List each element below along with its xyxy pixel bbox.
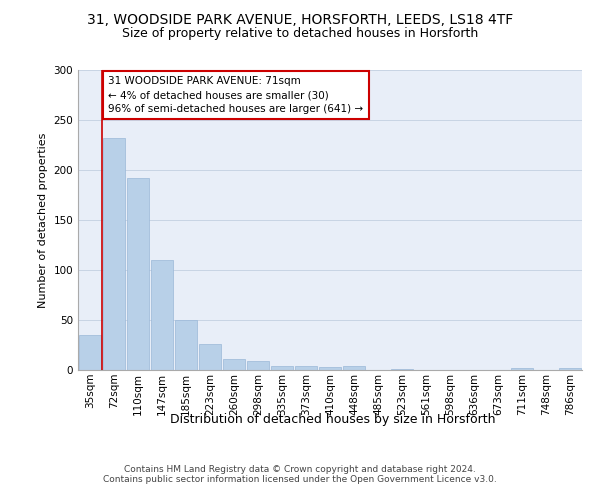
Bar [295, 366, 317, 370]
Bar [175, 320, 197, 370]
Bar [79, 335, 101, 370]
Bar [511, 368, 533, 370]
Bar [319, 367, 341, 370]
Text: 31, WOODSIDE PARK AVENUE, HORSFORTH, LEEDS, LS18 4TF: 31, WOODSIDE PARK AVENUE, HORSFORTH, LEE… [87, 12, 513, 26]
Y-axis label: Number of detached properties: Number of detached properties [38, 132, 48, 308]
Bar [391, 369, 413, 370]
Text: Size of property relative to detached houses in Horsforth: Size of property relative to detached ho… [122, 28, 478, 40]
Bar [271, 366, 293, 370]
Text: Distribution of detached houses by size in Horsforth: Distribution of detached houses by size … [170, 412, 496, 426]
Bar [103, 138, 125, 370]
Text: Contains HM Land Registry data © Crown copyright and database right 2024.
Contai: Contains HM Land Registry data © Crown c… [103, 465, 497, 484]
Bar [127, 178, 149, 370]
Bar [343, 366, 365, 370]
Bar [247, 361, 269, 370]
Bar [199, 344, 221, 370]
Text: 31 WOODSIDE PARK AVENUE: 71sqm
← 4% of detached houses are smaller (30)
96% of s: 31 WOODSIDE PARK AVENUE: 71sqm ← 4% of d… [108, 76, 364, 114]
Bar [559, 368, 581, 370]
Bar [151, 260, 173, 370]
Bar [223, 359, 245, 370]
